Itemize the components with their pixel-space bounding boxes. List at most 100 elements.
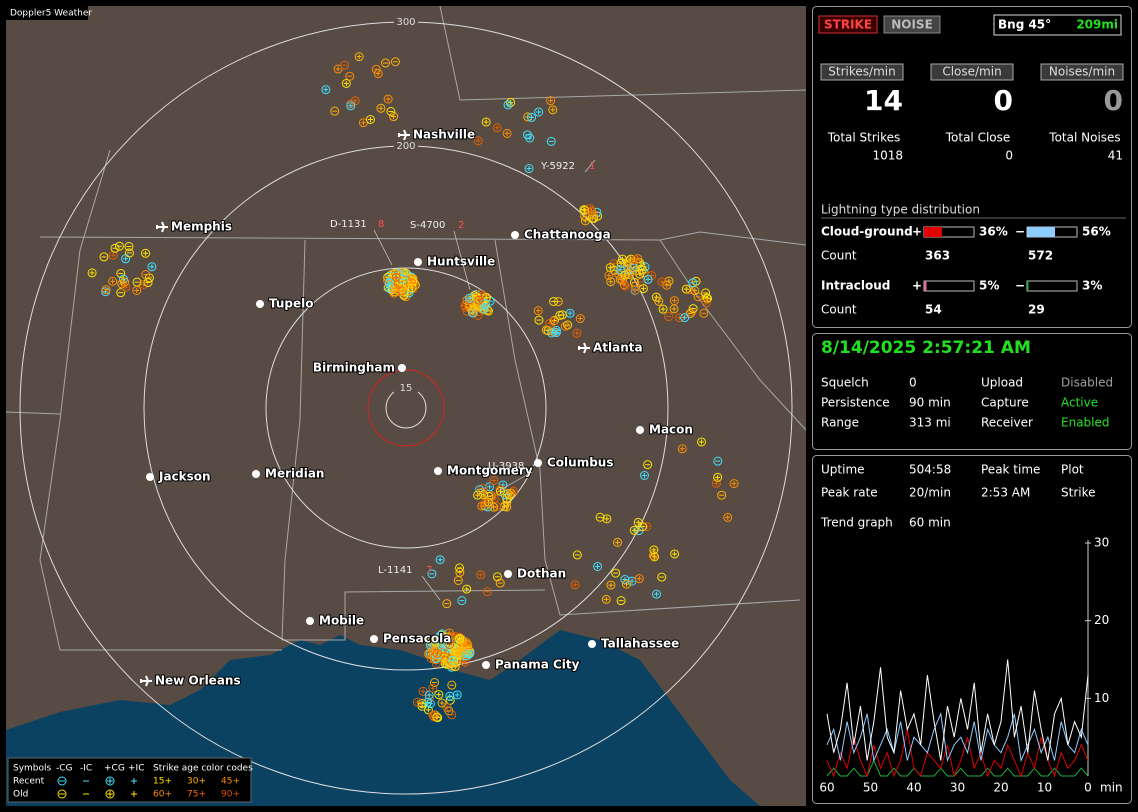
strike-ring [330,106,340,116]
strike-ring [546,96,556,106]
strike-marker [386,107,396,117]
strike-ring [408,277,418,287]
strike-ring [637,265,647,275]
strike-ring [563,320,573,330]
strike-marker [622,261,632,271]
strike-marker [482,587,492,597]
count-value: 54 [925,303,942,317]
strike-ring [570,580,580,590]
strike-marker [658,304,668,314]
trend-line [826,759,1089,777]
strike-marker [467,304,477,314]
legend-header: -IC [80,764,92,774]
x-tick-label: 60 [819,781,834,795]
strike-marker [87,268,97,278]
strike-marker [124,248,134,258]
strike-marker [455,563,465,573]
strike-marker [688,278,698,288]
count-value: 572 [1028,249,1053,263]
setting-label: Upload [981,376,1023,390]
city-dot [588,640,596,648]
setting-label: Receiver [981,416,1033,430]
strike-ring [572,328,582,338]
strike-marker [595,512,605,522]
count-label: Count [821,249,857,263]
strike-marker [481,117,491,127]
setting-value: 313 mi [909,416,951,430]
strike-ring [482,498,492,508]
strike-marker [638,522,648,532]
strike-marker [680,313,690,323]
strike-sign [343,80,349,86]
strike-sign [713,480,719,486]
x-tick-label: 40 [906,781,921,795]
strike-sign [553,330,559,336]
city-label: Tupelo [269,297,314,311]
strike-sign [677,315,683,321]
strike-sign [478,572,484,578]
strike-marker [560,321,570,331]
strike-markers [87,52,739,723]
x-unit: min [1100,781,1123,795]
strike-ring [549,315,559,325]
strike-sign [654,591,660,597]
strike-ring [680,313,690,323]
strike-marker [121,282,131,292]
strike-ring [541,325,551,335]
strike-ring [506,97,516,107]
strike-ring [670,549,680,559]
strike-sign [508,490,514,496]
strike-ring [463,640,473,650]
strike-marker [445,691,455,701]
strike-ring [502,128,512,138]
strike-sign [149,264,155,270]
strike-ring [572,550,582,560]
strike-marker [502,128,512,138]
strike-sign [636,576,642,582]
total-value: 1018 [872,149,903,163]
strike-marker [677,444,687,454]
strike-ring [340,60,350,70]
city-label: Nashville [413,128,475,142]
strike-marker [611,568,621,578]
strike-ring [629,263,639,273]
strike-ring [654,296,664,306]
storm-count: 8 [378,219,384,230]
strike-ring [141,270,151,280]
ring-label-bg [394,140,418,152]
stat-label: Uptime [821,463,865,477]
strike-ring [723,512,733,522]
strike-ring [474,295,484,305]
strike-ring [534,107,544,117]
city-label: Huntsville [427,255,495,269]
airport-icon [578,342,590,354]
strike-sign [692,288,698,294]
strike-sign [476,297,482,303]
strike-ring [717,490,727,500]
strike-ring [658,304,668,314]
strike-sign [629,578,635,584]
strike-marker [108,276,118,286]
strike-ring [506,488,516,498]
strike-ring [729,479,739,489]
count-value: 363 [925,249,950,263]
strike-ring [389,112,399,122]
strike-ring [534,315,544,325]
strike-sign [548,98,554,104]
legend-symbol [107,778,113,784]
strike-ring [455,563,465,573]
strike-ring [373,69,383,79]
city-label: Pensacola [383,632,451,646]
sign: − [1015,225,1025,239]
strike-marker [108,250,118,260]
airport-icon [140,675,152,687]
strike-marker [443,633,453,643]
strike-sign [484,500,490,506]
strike-marker [713,472,723,482]
city-dot [636,426,644,434]
strike-marker [132,285,142,295]
strike-ring [701,298,711,308]
strike-ring [476,570,486,580]
strike-indicator [818,15,878,34]
strike-sign [645,276,651,282]
